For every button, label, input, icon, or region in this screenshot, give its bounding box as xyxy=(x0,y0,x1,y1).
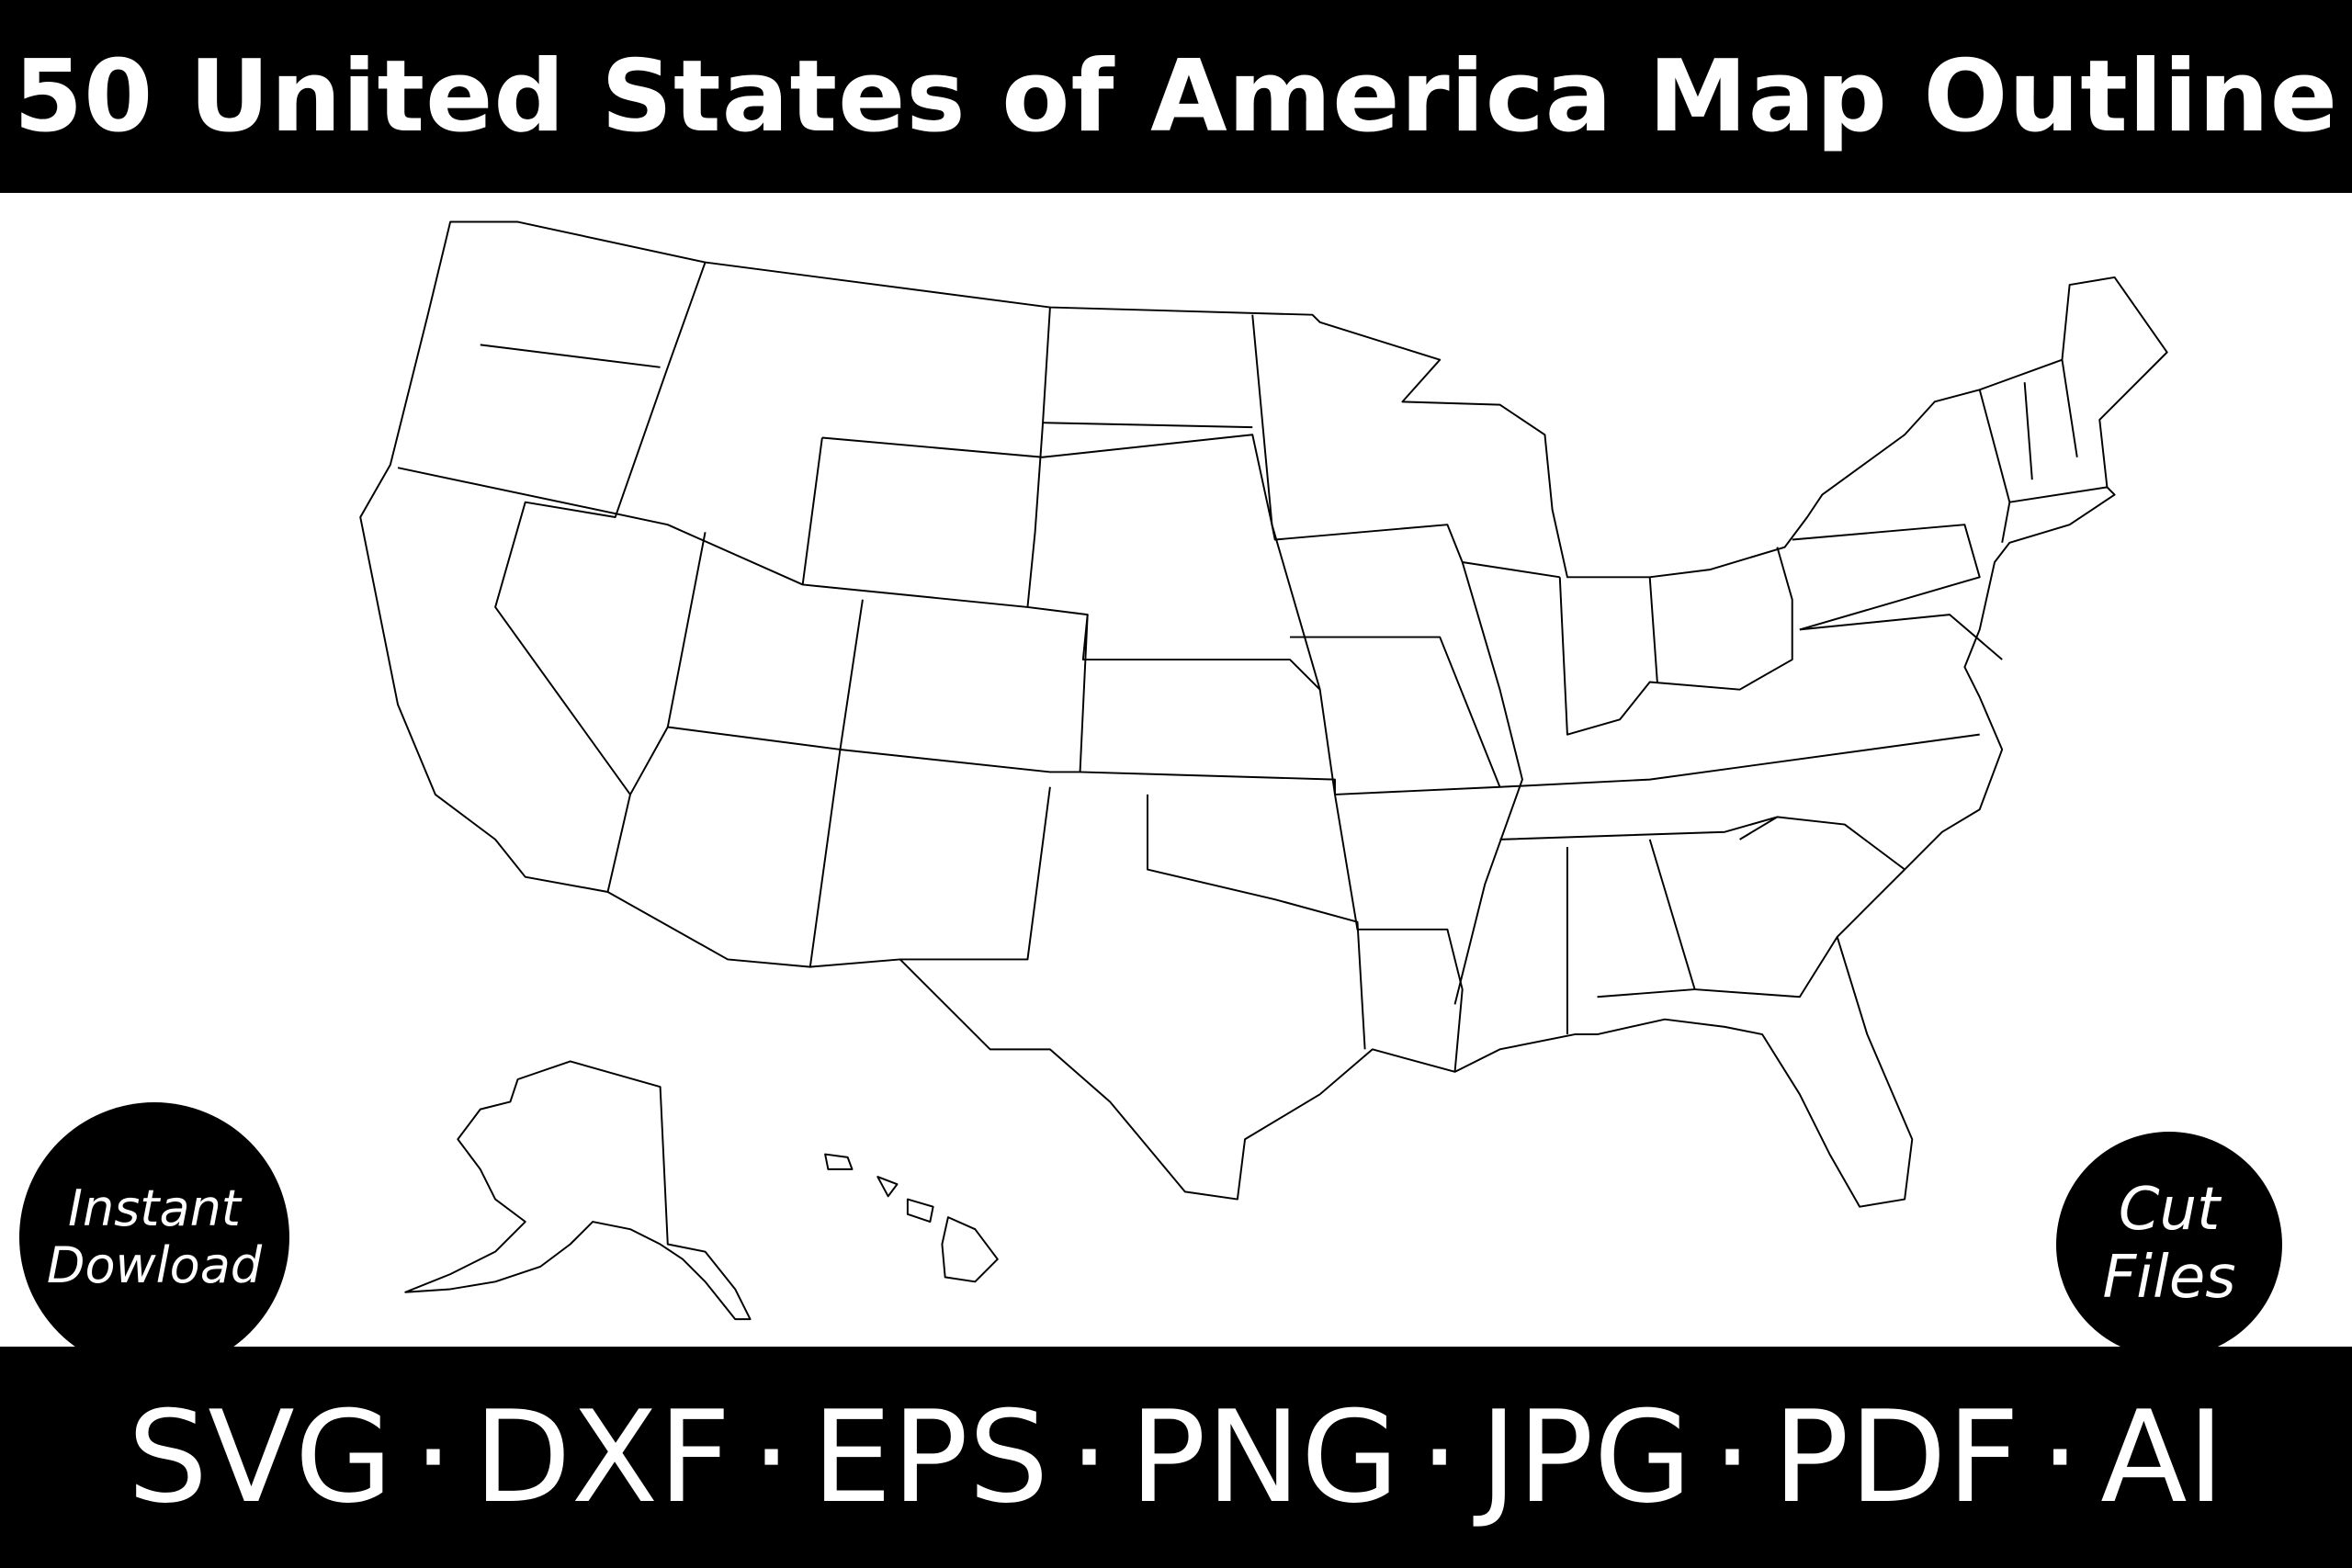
state-borders xyxy=(1694,936,1838,998)
state-borders xyxy=(1499,816,1778,840)
state-borders xyxy=(1290,636,1501,788)
badge-text: Dowload xyxy=(46,1236,263,1294)
state-borders xyxy=(1978,389,2108,503)
state-borders xyxy=(2023,382,2033,480)
state-borders xyxy=(1739,816,1905,871)
format-eps: EPS xyxy=(731,1383,1049,1531)
state-borders xyxy=(480,344,661,368)
format-ai: AI xyxy=(2019,1383,2224,1531)
state-borders xyxy=(1042,422,1253,429)
state-borders xyxy=(1251,314,1464,1072)
state-borders xyxy=(1147,794,1366,1050)
state-borders xyxy=(1558,547,1793,736)
title-banner: 50 United States of America Map Outline xyxy=(0,0,2352,193)
format-jpg: JPG xyxy=(1399,1383,1692,1531)
state-borders xyxy=(1792,524,1981,631)
state-borders xyxy=(397,467,1321,691)
badge-text: Instant xyxy=(68,1179,241,1237)
state-borders xyxy=(1648,577,1658,682)
state-borders xyxy=(899,786,1051,961)
contiguous-us-outline xyxy=(359,220,2168,1208)
state-borders xyxy=(801,437,823,585)
hawaii-outline xyxy=(824,1153,999,1283)
instant-download-badge: Instant Dowload xyxy=(19,1102,289,1372)
cut-files-badge: Cut Files xyxy=(2056,1132,2282,1358)
format-png: PNG xyxy=(1049,1383,1398,1531)
format-pdf: PDF xyxy=(1692,1383,2019,1531)
state-borders xyxy=(494,262,707,795)
state-borders xyxy=(667,726,1980,795)
state-borders xyxy=(1799,614,2003,660)
file-formats-list: SVG DXF EPS PNG JPG PDF AI xyxy=(128,1383,2225,1531)
format-svg: SVG xyxy=(127,1383,393,1531)
state-borders xyxy=(606,532,707,893)
state-borders xyxy=(808,599,864,967)
badge-text: Cut xyxy=(2118,1176,2221,1245)
format-dxf: DXF xyxy=(393,1383,731,1531)
state-borders xyxy=(1079,615,1089,773)
formats-banner: SVG DXF EPS PNG JPG PDF AI xyxy=(0,1347,2352,1568)
page-title: 50 United States of America Map Outline xyxy=(13,39,2338,154)
state-borders xyxy=(1026,307,1051,608)
state-borders xyxy=(1597,839,1696,998)
state-borders xyxy=(2061,359,2078,457)
state-borders xyxy=(821,434,1560,579)
state-borders xyxy=(1453,561,1523,1005)
state-borders xyxy=(2001,502,2011,543)
badge-text: Files xyxy=(2102,1244,2236,1312)
alaska-outline xyxy=(404,1060,752,1321)
